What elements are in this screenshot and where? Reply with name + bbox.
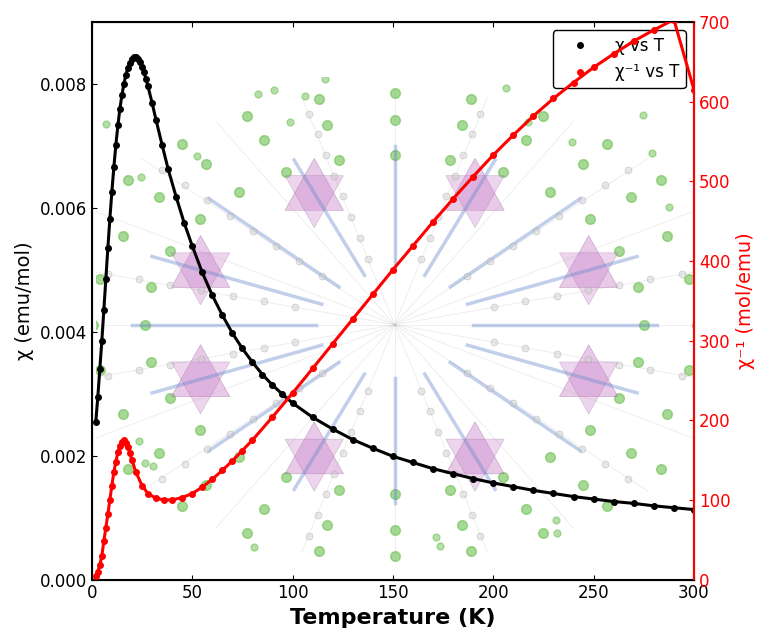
Polygon shape bbox=[171, 362, 229, 414]
χ⁻¹ vs T bbox=[669, 15, 678, 23]
χ vs T bbox=[147, 98, 156, 106]
χ vs T bbox=[179, 219, 189, 226]
χ vs T bbox=[689, 505, 698, 513]
Polygon shape bbox=[560, 253, 618, 305]
Polygon shape bbox=[446, 158, 504, 210]
χ vs T bbox=[278, 390, 287, 398]
Polygon shape bbox=[285, 158, 343, 210]
χ⁻¹ vs T bbox=[689, 86, 698, 94]
χ⁻¹ vs T bbox=[117, 438, 126, 446]
X-axis label: Temperature (K): Temperature (K) bbox=[290, 608, 496, 628]
χ vs T bbox=[218, 311, 227, 319]
χ⁻¹ vs T bbox=[569, 78, 578, 86]
Polygon shape bbox=[560, 345, 618, 397]
χ⁻¹ vs T bbox=[111, 458, 120, 466]
Y-axis label: χ⁻¹ (mol/emu): χ⁻¹ (mol/emu) bbox=[736, 232, 755, 369]
Polygon shape bbox=[285, 439, 343, 491]
χ⁻¹ vs T bbox=[137, 482, 146, 489]
χ vs T bbox=[268, 381, 277, 389]
Polygon shape bbox=[285, 176, 343, 228]
χ⁻¹ vs T bbox=[91, 572, 100, 579]
Polygon shape bbox=[446, 422, 504, 474]
χ vs T bbox=[129, 53, 139, 61]
Y-axis label: χ (emu/mol): χ (emu/mol) bbox=[15, 242, 34, 360]
Polygon shape bbox=[446, 176, 504, 228]
Polygon shape bbox=[171, 345, 229, 397]
Line: χ vs T: χ vs T bbox=[93, 55, 697, 512]
Polygon shape bbox=[446, 439, 504, 491]
Polygon shape bbox=[171, 253, 229, 305]
Line: χ⁻¹ vs T: χ⁻¹ vs T bbox=[93, 17, 697, 578]
Polygon shape bbox=[560, 235, 618, 287]
Legend: χ vs T, χ⁻¹ vs T: χ vs T, χ⁻¹ vs T bbox=[553, 30, 685, 88]
χ⁻¹ vs T bbox=[649, 26, 658, 34]
Polygon shape bbox=[171, 235, 229, 287]
Polygon shape bbox=[285, 422, 343, 474]
χ vs T bbox=[91, 418, 100, 426]
χ⁻¹ vs T bbox=[103, 511, 112, 518]
Polygon shape bbox=[560, 362, 618, 414]
χ vs T bbox=[107, 188, 116, 195]
